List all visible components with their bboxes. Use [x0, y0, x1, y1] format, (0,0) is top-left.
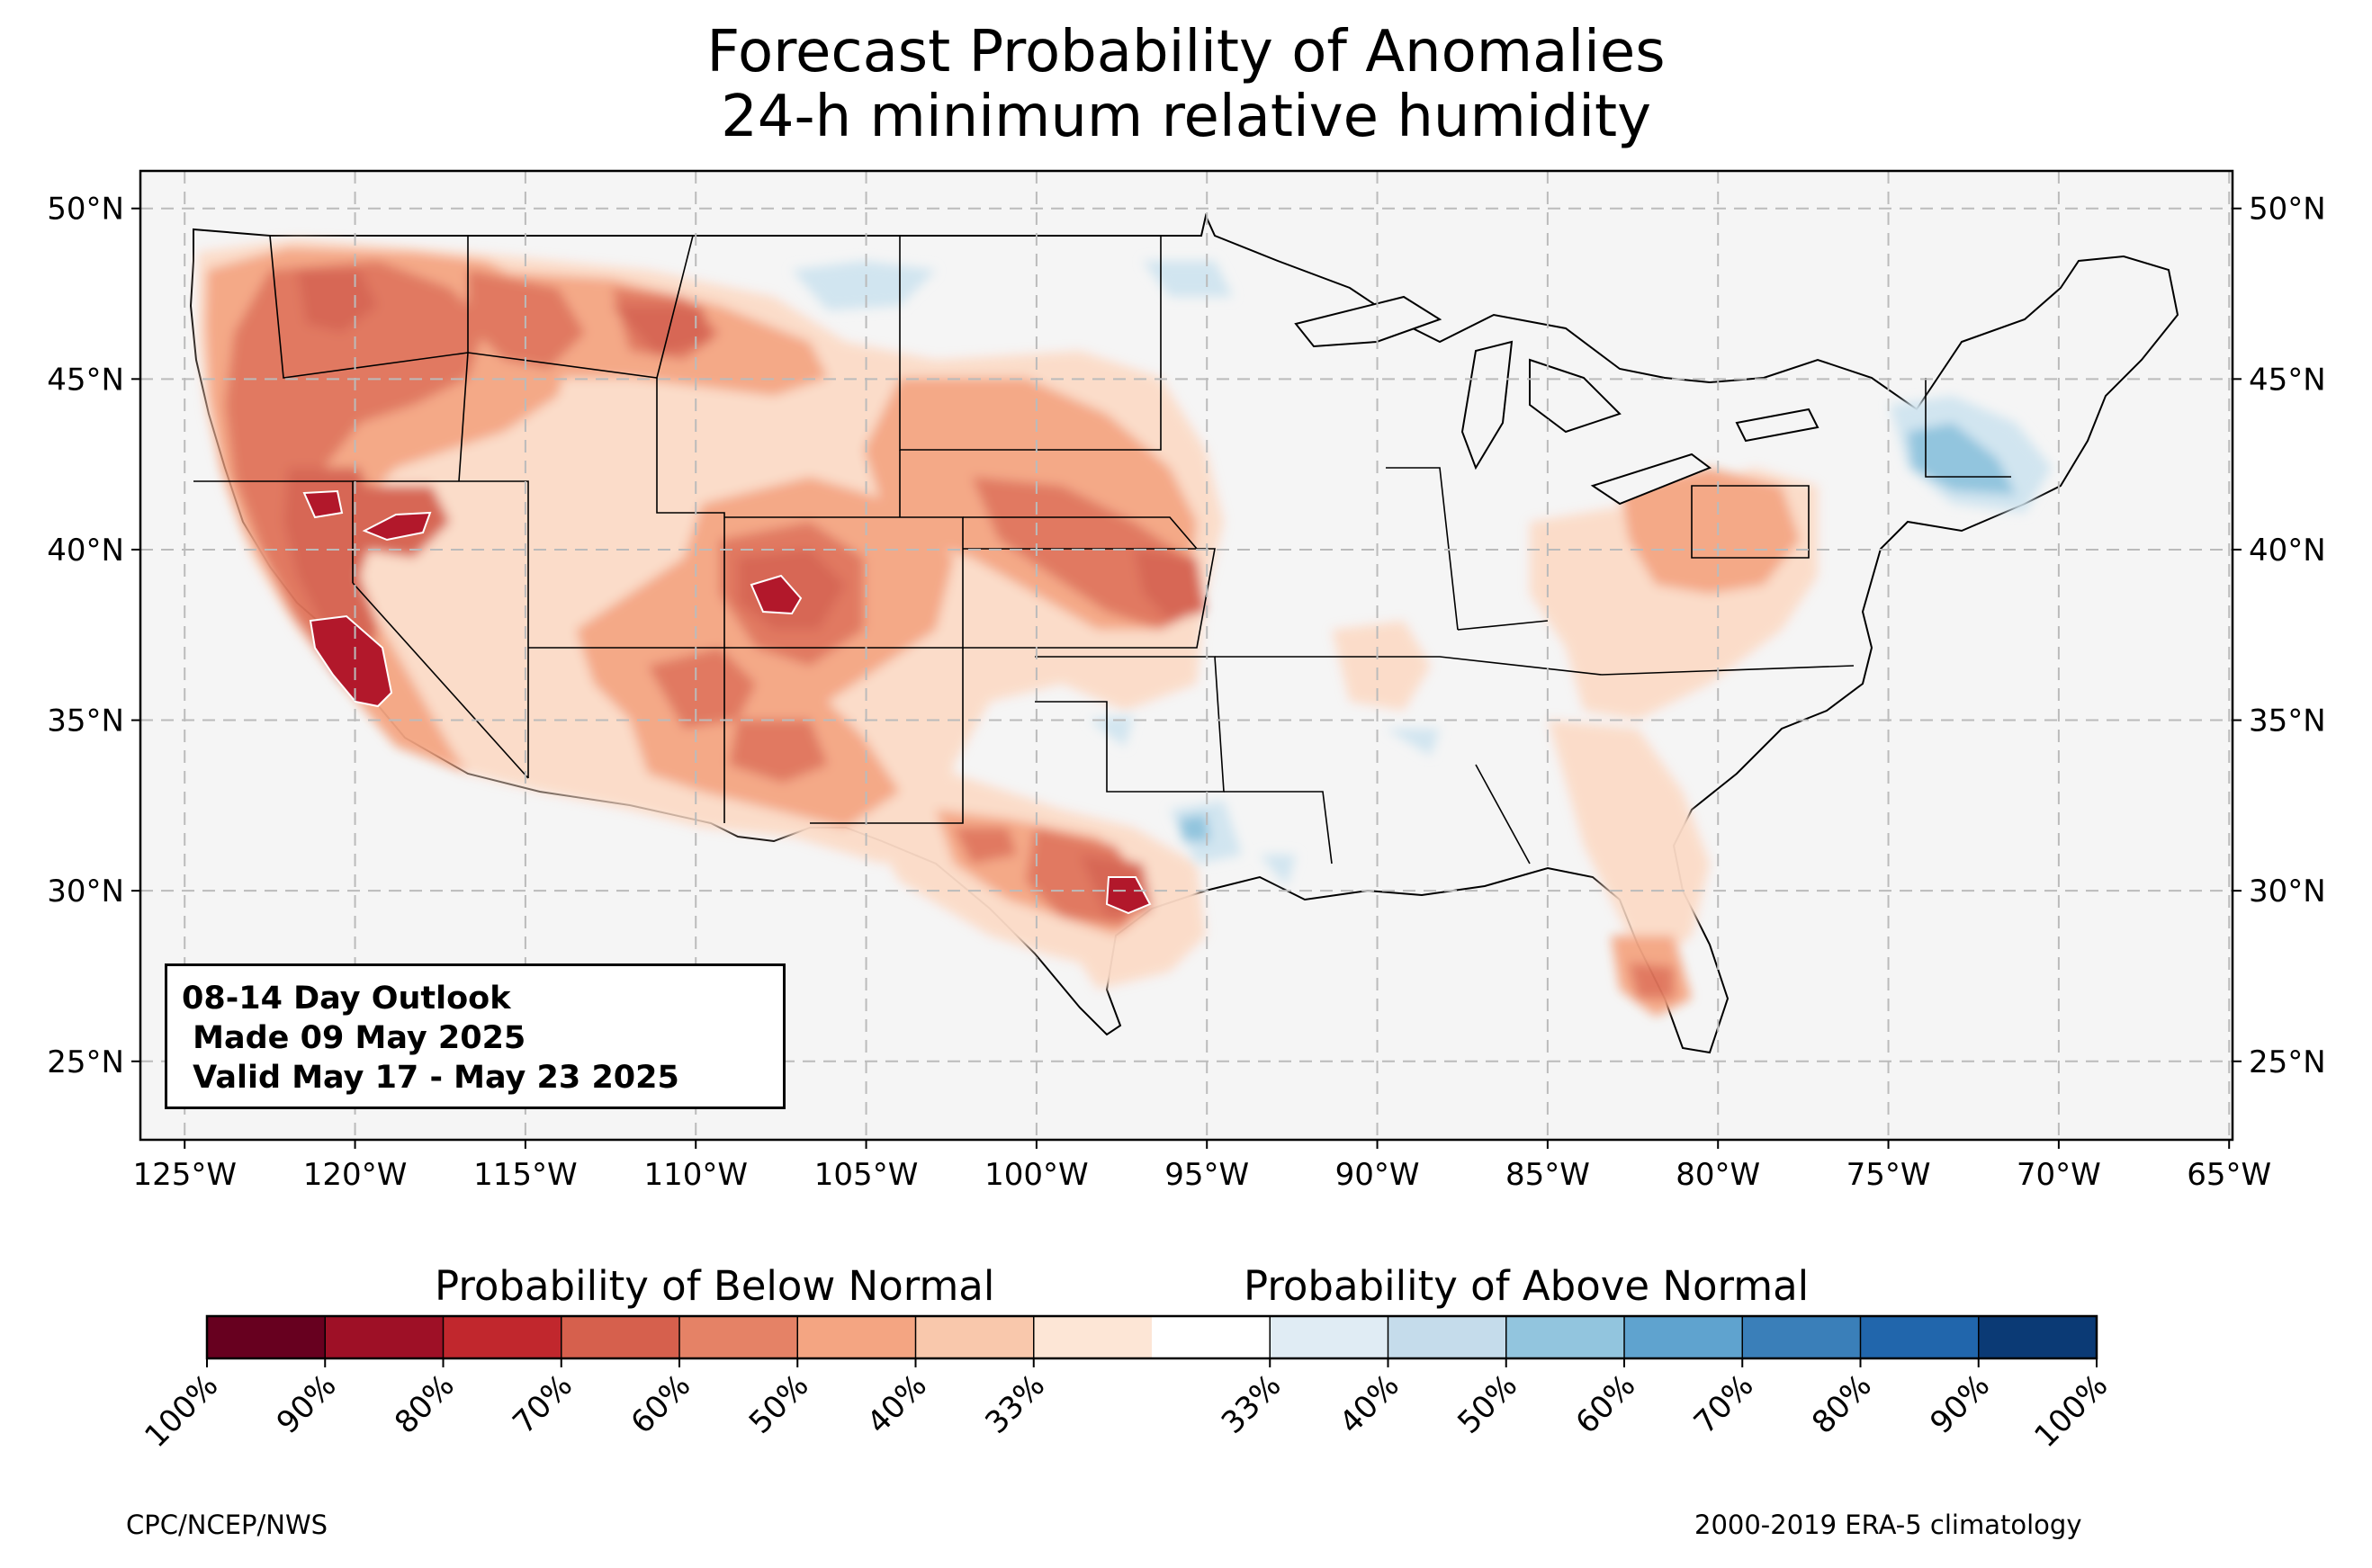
lat-tick-label-left: 40°N — [47, 533, 124, 569]
colorbar-tick-label: 40% — [860, 1367, 934, 1441]
colorbar-swatch — [915, 1316, 1035, 1358]
colorbar-tick-label: 100% — [2027, 1367, 2115, 1455]
lat-tick-label-right: 40°N — [2249, 533, 2326, 569]
colorbar-swatch — [797, 1316, 916, 1358]
colorbar-tick-label: 60% — [624, 1367, 698, 1441]
title-line-1: Forecast Probability of Anomalies — [706, 19, 1666, 85]
colorbar-swatch — [1978, 1316, 2098, 1358]
outlook-valid-period: Valid May 17 - May 23 2025 — [182, 1060, 679, 1096]
lon-tick-label: 120°W — [303, 1157, 408, 1193]
lat-tick-label-left: 25°N — [47, 1044, 124, 1080]
lat-tick-label-right: 30°N — [2249, 874, 2326, 909]
colorbar-swatch — [1742, 1316, 1861, 1358]
colorbar: 100% 90% 80% 70% 60% 50% 40% 33% 33% 40% 50% 60% 70%… — [138, 1314, 2115, 1455]
anomaly-layer — [198, 238, 1818, 1017]
colorbar-tick-label: 50% — [742, 1367, 816, 1441]
lon-tick-label: 100°W — [984, 1157, 1089, 1193]
colorbar-tick-label: 90% — [1923, 1367, 1997, 1441]
high-prob-cores — [302, 489, 1152, 915]
colorbar-tick-label: 100% — [138, 1367, 225, 1455]
colorbar-tick-label: 70% — [1687, 1367, 1761, 1441]
lon-tick-label: 70°W — [2017, 1157, 2101, 1193]
lon-tick-label: 115°W — [473, 1157, 578, 1193]
colorbar-tick-label: 40% — [1333, 1367, 1406, 1441]
state-boundaries — [193, 235, 2011, 865]
lat-tick-label-right: 45°N — [2249, 362, 2326, 398]
lon-tick-label: 90°W — [1335, 1157, 1420, 1193]
colorbar-tick-label: 60% — [1569, 1367, 1643, 1441]
outlook-title: 08-14 Day Outlook — [182, 981, 511, 1017]
lat-tick-label-right: 35°N — [2249, 703, 2326, 739]
colorbar-above-title: Probability of Above Normal — [1244, 1262, 1810, 1310]
colorbar-swatch — [1388, 1316, 1507, 1358]
lon-tick-label: 65°W — [2187, 1157, 2271, 1193]
colorbar-swatch — [679, 1316, 798, 1358]
colorbar-swatch — [207, 1316, 326, 1358]
colorbar-tick-label: 80% — [388, 1367, 462, 1441]
colorbar-swatch — [1270, 1316, 1388, 1358]
great-lakes — [1294, 295, 1819, 506]
colorbar-swatch — [1505, 1316, 1625, 1358]
map-frame — [139, 169, 2234, 1142]
lat-tick-label-left: 45°N — [47, 362, 124, 398]
colorbar-tick-label: 90% — [270, 1367, 344, 1441]
lon-tick-label: 75°W — [1846, 1157, 1931, 1193]
credit-label: CPC/NCEP/NWS — [126, 1510, 328, 1540]
outlook-info-box: 08-14 Day Outlook Made 09 May 2025 Valid… — [165, 963, 786, 1109]
chart-title: Forecast Probability of Anomalies 24-h m… — [0, 20, 2372, 149]
lat-tick-label-right: 25°N — [2249, 1044, 2326, 1080]
lon-tick-label: 110°W — [643, 1157, 748, 1193]
outlook-made-date: Made 09 May 2025 — [182, 1020, 526, 1056]
colorbar-tick-label: 33% — [1215, 1367, 1289, 1441]
colorbar-swatch — [325, 1316, 444, 1358]
colorbar-below-title: Probability of Below Normal — [435, 1262, 995, 1310]
colorbar-tick-label: 33% — [978, 1367, 1052, 1441]
lon-tick-label: 85°W — [1505, 1157, 1590, 1193]
climatology-label: 2000-2019 ERA-5 climatology — [1694, 1510, 2082, 1540]
colorbar-swatch — [1624, 1316, 1743, 1358]
colorbar-tick-label: 80% — [1805, 1367, 1879, 1441]
lat-tick-label-left: 50°N — [47, 192, 124, 228]
colorbar-swatch — [561, 1316, 680, 1358]
colorbar-tick-label: 50% — [1451, 1367, 1524, 1441]
lat-tick-label-right: 50°N — [2249, 192, 2326, 228]
lat-tick-label-left: 30°N — [47, 874, 124, 909]
lon-tick-label: 95°W — [1164, 1157, 1249, 1193]
colorbar-swatch — [1152, 1316, 1271, 1358]
colorbar-tick-label: 70% — [506, 1367, 580, 1441]
lon-tick-label: 80°W — [1676, 1157, 1760, 1193]
lon-tick-label: 105°W — [814, 1157, 919, 1193]
colorbar-swatch — [1033, 1316, 1153, 1358]
axis-labels: 125°W 120°W 115°W 110°W 105°W 100°W 95°W 90°W 85… — [47, 192, 2325, 1193]
colorbar-swatch — [1860, 1316, 1980, 1358]
lon-tick-label: 125°W — [132, 1157, 237, 1193]
title-line-2: 24-h minimum relative humidity — [721, 84, 1651, 150]
lat-tick-label-left: 35°N — [47, 703, 124, 739]
colorbar-swatch — [443, 1316, 562, 1358]
